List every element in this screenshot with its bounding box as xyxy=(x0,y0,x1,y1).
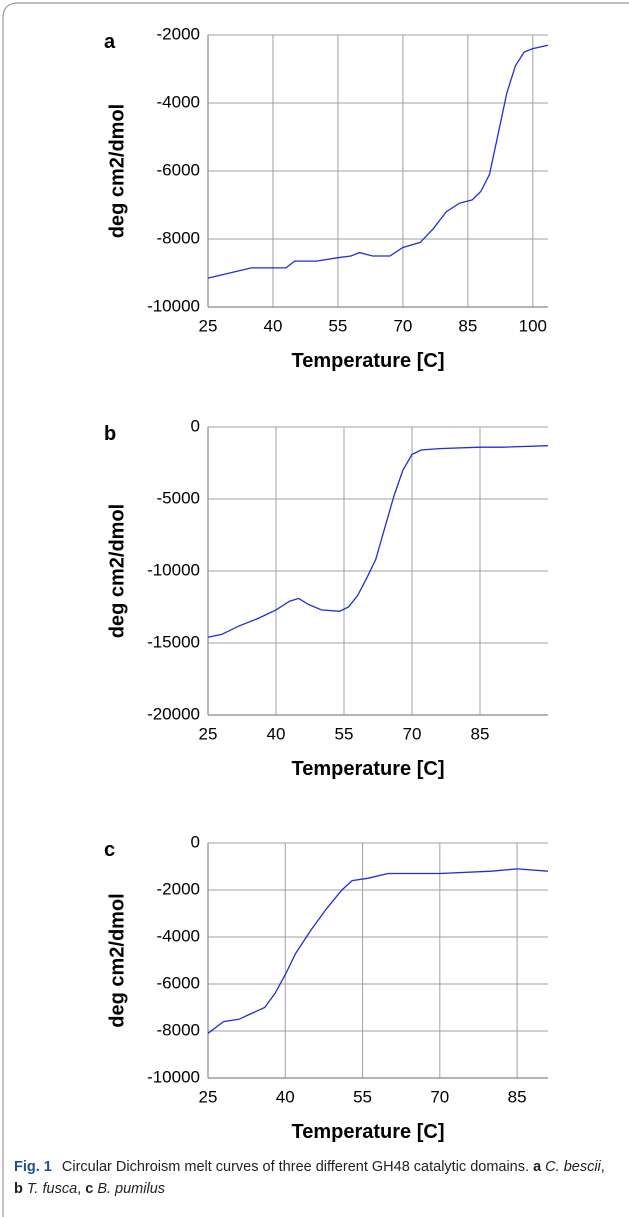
x-tick-label: 70 xyxy=(430,1087,449,1106)
panel-letter: b xyxy=(104,423,116,445)
y-axis-title: deg cm2/dmol xyxy=(106,104,128,238)
x-tick-label: 55 xyxy=(328,316,347,335)
x-tick-label: 40 xyxy=(267,724,286,743)
y-tick-label: -10000 xyxy=(147,1067,200,1086)
x-tick-label: 25 xyxy=(199,1087,218,1106)
y-tick-label: -15000 xyxy=(147,632,200,651)
caption-letter: a xyxy=(533,1159,542,1175)
x-tick-label: 85 xyxy=(471,724,490,743)
y-tick-label: -5000 xyxy=(157,488,200,507)
caption-parts: a C. bescii, b T. fusca, c B. pumilus xyxy=(14,1159,605,1197)
x-tick-label: 85 xyxy=(508,1087,527,1106)
x-tick-label: 55 xyxy=(335,724,354,743)
x-tick-label: 25 xyxy=(199,724,218,743)
caption-text: Circular Dichroism melt curves of three … xyxy=(61,1159,530,1175)
caption-species: B. pumilus xyxy=(97,1181,166,1197)
y-tick-label: 0 xyxy=(191,832,200,851)
y-tick-label: -8000 xyxy=(157,1020,200,1039)
y-tick-label: -10000 xyxy=(147,560,200,579)
x-tick-label: 40 xyxy=(264,316,283,335)
caption-letter: c xyxy=(85,1181,94,1197)
y-tick-label: -10000 xyxy=(147,296,200,315)
caption-letter: b xyxy=(14,1181,23,1197)
curve xyxy=(207,445,549,638)
x-tick-label: 85 xyxy=(458,316,477,335)
y-tick-label: -2000 xyxy=(157,879,200,898)
y-tick-label: -6000 xyxy=(157,160,200,179)
y-tick-label: -2000 xyxy=(157,24,200,43)
x-tick-label: 100 xyxy=(519,316,547,335)
x-axis-title: Temperature [C] xyxy=(292,758,445,780)
curve xyxy=(207,44,549,279)
y-tick-label: 0 xyxy=(191,416,200,435)
caption-species: C. bescii xyxy=(545,1159,601,1175)
x-tick-label: 55 xyxy=(353,1087,372,1106)
y-tick-label: -4000 xyxy=(157,926,200,945)
caption: Fig. 1 Circular Dichroism melt curves of… xyxy=(14,1156,614,1200)
y-axis-title: deg cm2/dmol xyxy=(106,893,128,1027)
curve xyxy=(207,868,549,1034)
caption-species: T. fusca xyxy=(26,1181,78,1197)
x-tick-label: 40 xyxy=(276,1087,295,1106)
x-tick-label: 25 xyxy=(199,316,218,335)
y-tick-label: -8000 xyxy=(157,228,200,247)
x-tick-label: 70 xyxy=(403,724,422,743)
caption-label: Fig. 1 xyxy=(14,1159,52,1175)
plot-area xyxy=(208,843,548,1078)
panel-letter: a xyxy=(104,31,116,53)
y-tick-label: -20000 xyxy=(147,704,200,723)
y-axis-title: deg cm2/dmol xyxy=(106,504,128,638)
x-tick-label: 70 xyxy=(393,316,412,335)
y-tick-label: -4000 xyxy=(157,92,200,111)
x-axis-title: Temperature [C] xyxy=(292,1121,445,1143)
panel-letter: c xyxy=(104,839,115,861)
y-tick-label: -6000 xyxy=(157,973,200,992)
x-axis-title: Temperature [C] xyxy=(292,350,445,372)
